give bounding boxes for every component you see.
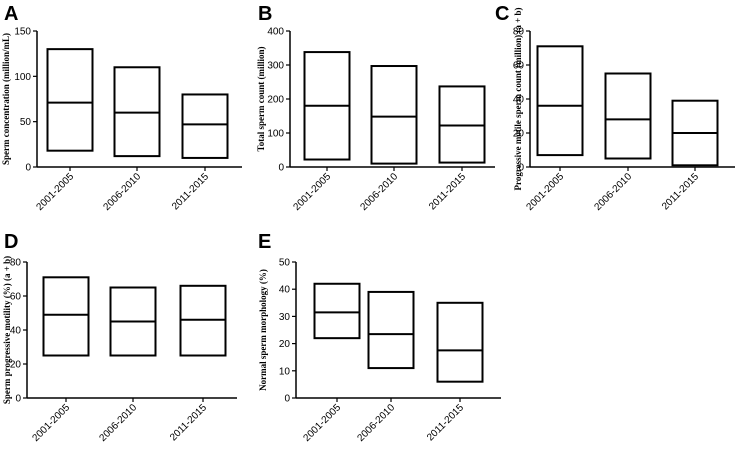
y-tick-label: 60 [10,292,22,303]
x-tick-label: 2011-2015 [425,402,466,443]
x-tick-label: 2011-2015 [660,171,701,212]
x-tick-label: 2006-2010 [102,171,144,213]
box-2001-2005 [46,48,94,152]
y-tick-label: 300 [267,61,284,72]
y-axis-title: Total sperm count (million) [256,47,266,152]
x-tick-label: 2001-2005 [525,171,567,213]
y-tick-label: 20 [279,339,291,350]
y-tick-label: 0 [284,394,290,405]
y-tick-label: 80 [10,258,22,269]
x-tick-label: 2011-2015 [170,171,211,212]
y-tick-label: 60 [513,61,525,72]
box-2001-2005 [313,282,361,340]
x-tick-label: 2011-2015 [427,171,468,212]
y-tick-label: 100 [14,72,31,83]
box-2006-2010 [370,65,418,165]
box-2011-2015 [181,93,229,159]
x-tick-label: 2001-2005 [35,171,77,213]
panel-e: E 0 10 20 30 40 50 Normal sperm morphology (%) 2… [258,231,501,444]
y-tick-label: 30 [279,312,291,323]
panel-letter: A [4,3,18,25]
y-tick-label: 50 [20,117,32,128]
box-2011-2015 [438,85,486,164]
y-tick-label: 40 [513,95,525,106]
y-tick-label: 10 [279,366,291,377]
box-2001-2005 [536,45,584,157]
y-axis-title: Normal sperm morphology (%) [258,269,268,391]
x-tick-label: 2001-2005 [292,171,334,213]
y-tick-label: 0 [518,163,524,174]
panel-letter: E [258,231,271,253]
box-2011-2015 [436,301,484,383]
y-tick-label: 200 [267,95,284,106]
y-tick-label: 100 [267,129,284,140]
x-tick-label: 2006-2010 [593,171,635,213]
y-tick-label: 80 [513,27,525,38]
panel-letter: D [4,231,18,253]
panel-letter: B [258,3,272,25]
y-tick-label: 0 [15,394,21,405]
panel-letter: C [495,3,509,25]
y-tick-label: 400 [267,27,284,38]
y-tick-label: 50 [279,258,291,269]
x-tick-label: 2006-2010 [98,402,140,444]
box-2001-2005 [42,276,90,357]
box-2006-2010 [604,72,652,160]
x-tick-label: 2006-2010 [356,402,398,444]
y-axis-title: Sperm concentration (million/mL) [1,33,11,165]
y-tick-label: 40 [10,326,22,337]
y-tick-label: 20 [10,360,22,371]
box-2006-2010 [367,290,415,370]
x-tick-label: 2006-2010 [359,171,401,213]
x-tick-label: 2001-2005 [31,402,73,444]
y-tick-label: 20 [513,129,525,140]
y-axis-title: Sperm progressive motility (%) (a + b) [2,256,12,404]
y-axis-title: Progressive motile sperm count (million)… [513,7,523,190]
y-tick-label: 0 [278,163,284,174]
x-tick-label: 2011-2015 [168,402,209,443]
y-tick-label: 40 [279,285,291,296]
y-tick-label: 0 [25,163,31,174]
y-tick-label: 150 [14,27,31,38]
x-tick-label: 2001-2005 [302,402,344,444]
